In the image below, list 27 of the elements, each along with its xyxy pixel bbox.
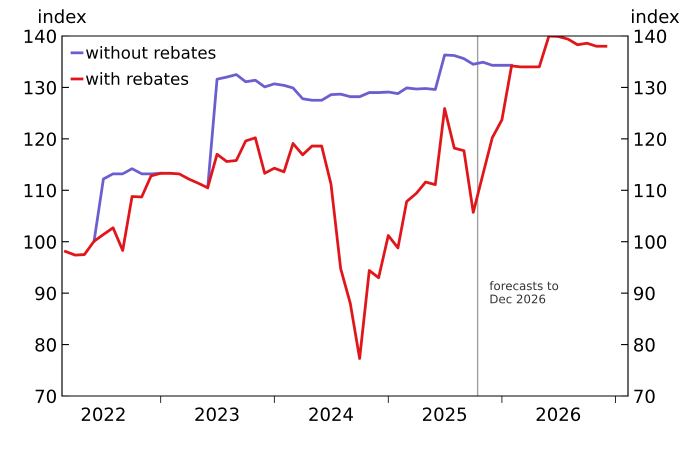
y2-tick-label: 80 [634,338,655,352]
x-tick-label: 2022 [82,407,125,422]
y-tick-label: 110 [24,184,56,198]
y2-tick-label: 130 [634,80,666,95]
line-series [64,36,608,360]
legend-label: without rebates [86,46,216,59]
y-axis-title: index [39,9,86,24]
y-tick-label: 80 [35,338,56,352]
x-tick-label: 2024 [309,407,353,422]
y-tick-label: 70 [36,389,56,404]
x-tick-label: 2026 [536,407,580,422]
x-tick-label: 2023 [195,407,239,422]
y2-tick-label: 100 [634,235,666,249]
annotation: forecasts to Dec 2026 [490,281,558,304]
y-tick-label: 100 [24,235,56,249]
y-tick-label: 140 [24,29,56,44]
y-tick-label: 90 [35,286,56,300]
y2-axis-title: index [632,9,680,24]
y2-tick-label: 90 [634,286,655,300]
y2-tick-label: 70 [634,389,655,404]
y2-tick-label: 110 [634,184,666,198]
x-tick-label: 2025 [422,407,466,422]
y2-tick-label: 140 [634,29,666,44]
y-tick-label: 130 [24,80,56,95]
y-tick-label: 120 [24,132,56,146]
y2-tick-label: 120 [634,132,666,146]
legend-label: with rebates [86,72,188,86]
